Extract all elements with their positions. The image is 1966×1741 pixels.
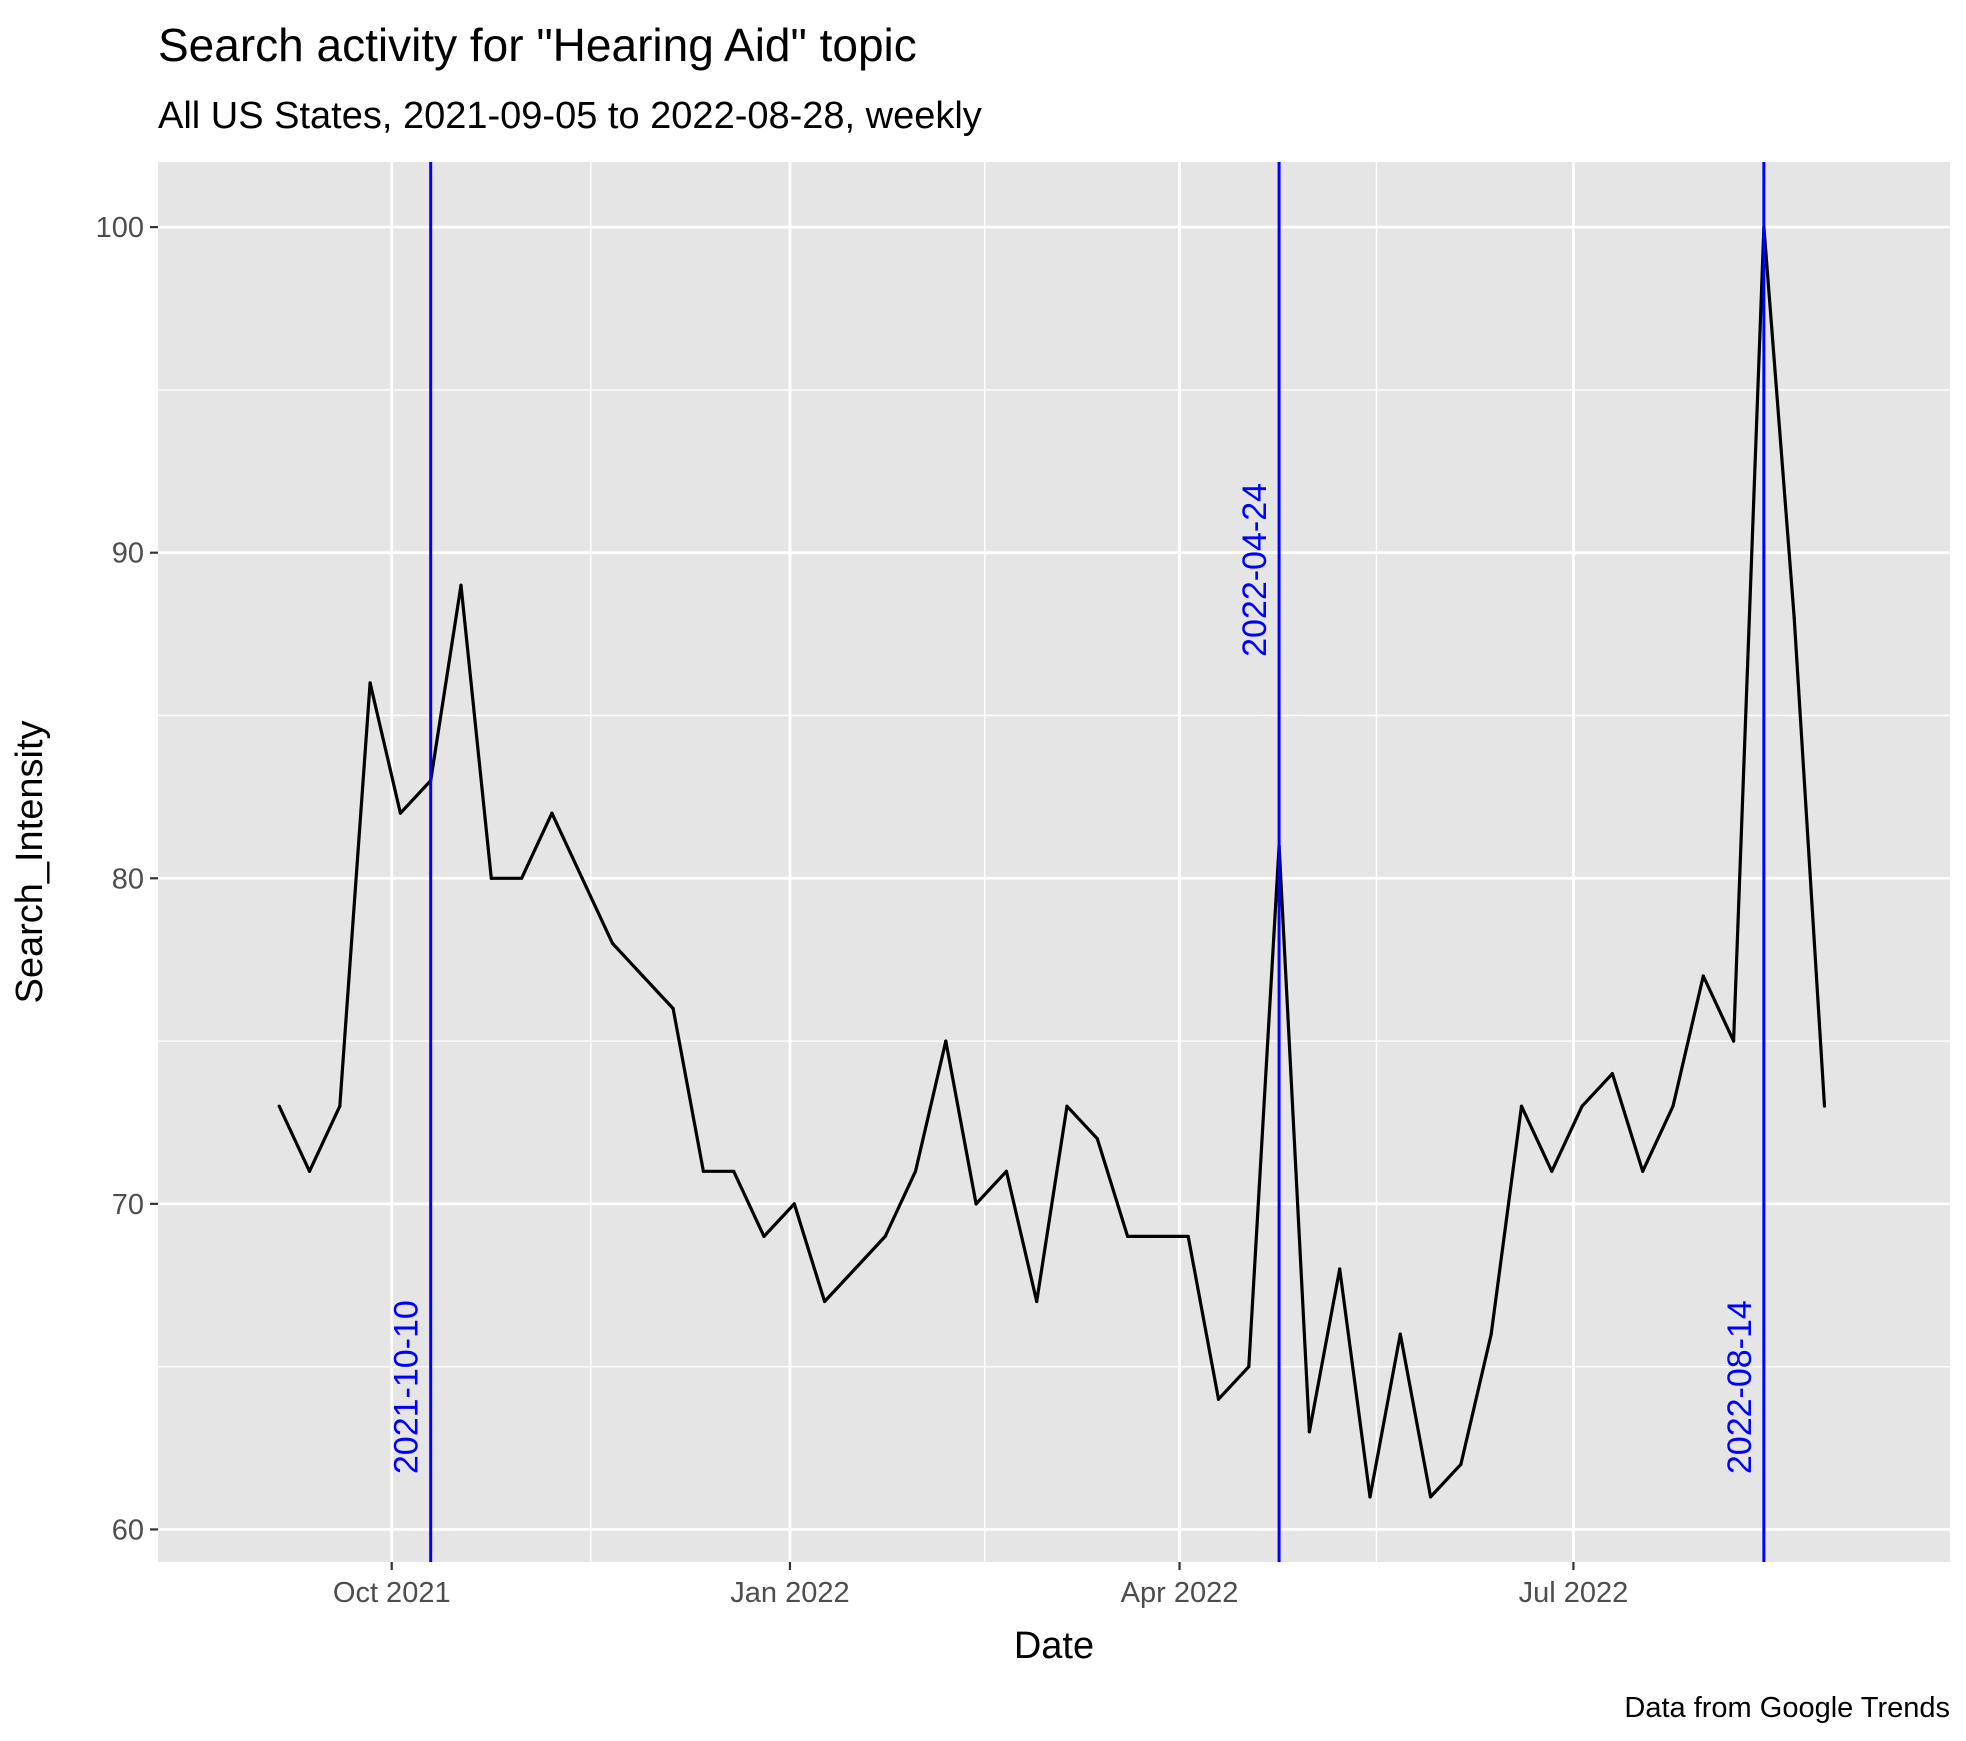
- data-point: [1701, 974, 1705, 978]
- data-point: [368, 681, 372, 685]
- x-axis-title: Date: [1014, 1625, 1094, 1667]
- data-point: [1095, 1137, 1099, 1141]
- data-point: [701, 1169, 705, 1173]
- data-point: [822, 1299, 827, 1304]
- data-point: [1428, 1495, 1433, 1499]
- data-point: [913, 1169, 918, 1173]
- y-tick-label: 100: [96, 212, 144, 244]
- data-point: [1580, 1104, 1584, 1108]
- data-point: [1671, 1104, 1675, 1108]
- data-point: [1550, 1169, 1554, 1173]
- data-point: [1731, 1039, 1736, 1043]
- series-line: [277, 225, 1827, 1499]
- data-point: [1398, 1332, 1402, 1336]
- data-point: [580, 876, 584, 880]
- data-point: [1216, 1397, 1221, 1401]
- data-point: [1186, 1234, 1190, 1239]
- data-point: [671, 1006, 675, 1011]
- y-tick-label: 60: [112, 1514, 144, 1546]
- reference-line-label: 2022-08-14: [1721, 1300, 1759, 1474]
- y-tick-label: 80: [112, 863, 144, 895]
- data-point: [944, 1039, 948, 1043]
- data-point: [641, 974, 645, 978]
- data-point: [1156, 1234, 1160, 1239]
- data-point: [1065, 1104, 1069, 1108]
- data-point: [1307, 1430, 1311, 1434]
- chart-caption: Data from Google Trends: [1624, 1692, 1950, 1724]
- x-axis: Oct 2021 Jan 2022 Apr 2022 Jul 2022: [333, 1562, 1628, 1609]
- data-point: [1004, 1169, 1008, 1173]
- data-series: [277, 225, 1827, 1499]
- chart-title: Search activity for "Hearing Aid" topic: [158, 19, 917, 71]
- y-tick-label: 70: [112, 1189, 144, 1221]
- data-point: [792, 1202, 796, 1206]
- data-point: [1459, 1462, 1463, 1466]
- data-point: [732, 1169, 736, 1173]
- data-point: [489, 876, 493, 880]
- y-axis-title: Search_Intensity: [9, 720, 51, 1003]
- data-point: [853, 1267, 857, 1271]
- x-tick-label: Jan 2022: [730, 1577, 849, 1609]
- data-point: [519, 876, 524, 880]
- data-point: [1368, 1495, 1372, 1499]
- data-point: [459, 583, 463, 587]
- data-point: [610, 941, 615, 945]
- y-tick-label: 90: [112, 538, 144, 570]
- data-point: [550, 811, 554, 815]
- data-point: [277, 1104, 281, 1108]
- data-point: [1610, 1072, 1614, 1076]
- data-point: [1792, 616, 1796, 620]
- data-point: [762, 1234, 766, 1239]
- data-point: [1035, 1299, 1039, 1304]
- x-tick-label: Jul 2022: [1519, 1577, 1629, 1609]
- data-point: [1338, 1267, 1342, 1271]
- data-point: [883, 1234, 887, 1239]
- data-point: [307, 1169, 312, 1173]
- reference-line-label: 2022-04-24: [1236, 483, 1274, 657]
- x-tick-label: Oct 2021: [333, 1577, 451, 1609]
- y-axis: 60 70 80 90 100: [96, 212, 158, 1546]
- reference-lines: 2021-10-10 2022-04-24 2022-08-14: [388, 162, 1766, 1562]
- chart-subtitle: All US States, 2021-09-05 to 2022-08-28,…: [158, 95, 982, 137]
- data-point: [1489, 1332, 1493, 1336]
- data-point: [1125, 1234, 1130, 1239]
- minor-gridlines: [158, 162, 1950, 1562]
- plot-panel: [158, 162, 1950, 1562]
- reference-line-label: 2021-10-10: [388, 1300, 426, 1474]
- data-point: [1247, 1365, 1251, 1369]
- major-gridlines: [158, 162, 1950, 1562]
- data-point: [338, 1104, 342, 1108]
- data-point: [1641, 1169, 1645, 1173]
- data-point: [398, 811, 402, 815]
- data-point: [1822, 1104, 1827, 1108]
- data-point: [1519, 1104, 1524, 1108]
- x-tick-label: Apr 2022: [1121, 1577, 1239, 1609]
- data-point: [974, 1202, 978, 1206]
